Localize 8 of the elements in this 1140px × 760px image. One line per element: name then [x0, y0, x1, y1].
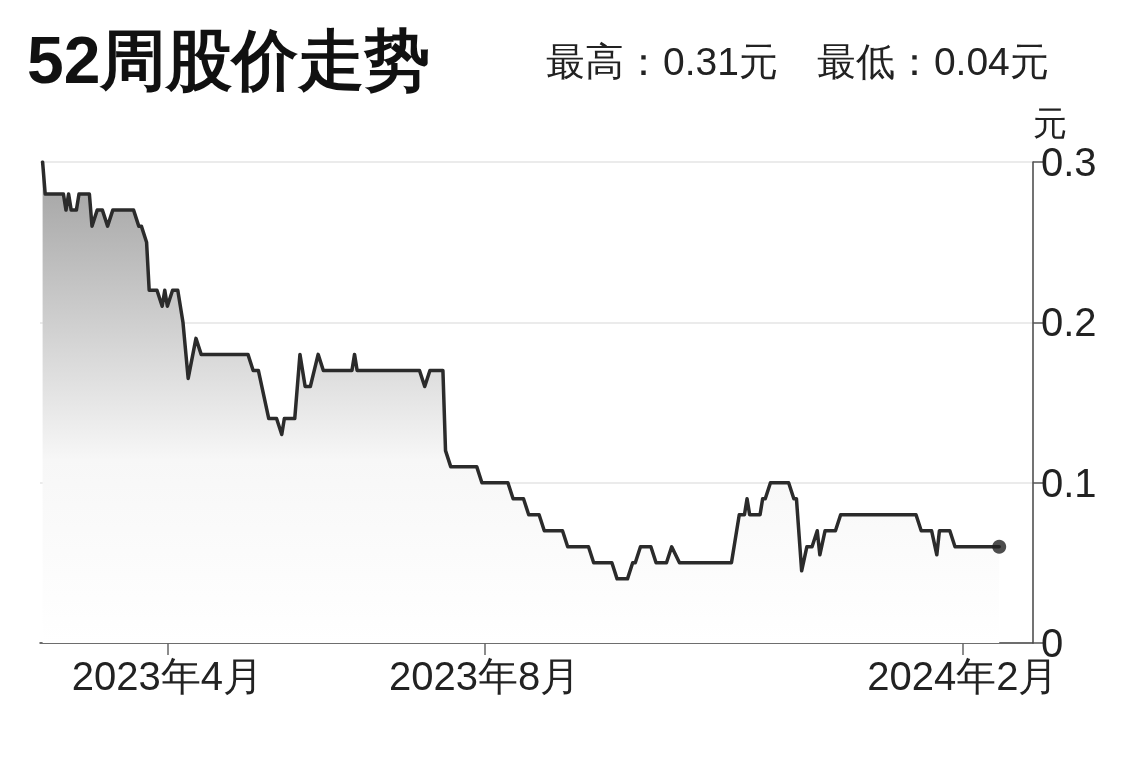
y-tick-label: 0.3	[1041, 140, 1097, 184]
y-axis-title: 元	[1033, 104, 1067, 142]
y-tick-label: 0.1	[1041, 460, 1097, 505]
x-tick-label: 2023年8月	[388, 654, 581, 698]
y-tick-label: 0.2	[1041, 300, 1097, 345]
chart-title: 52周股价走势	[27, 23, 431, 97]
chart-subtitle: 最高：0.31元 最低：0.04元	[546, 40, 1049, 83]
x-tick-label: 2023年4月	[71, 654, 263, 698]
